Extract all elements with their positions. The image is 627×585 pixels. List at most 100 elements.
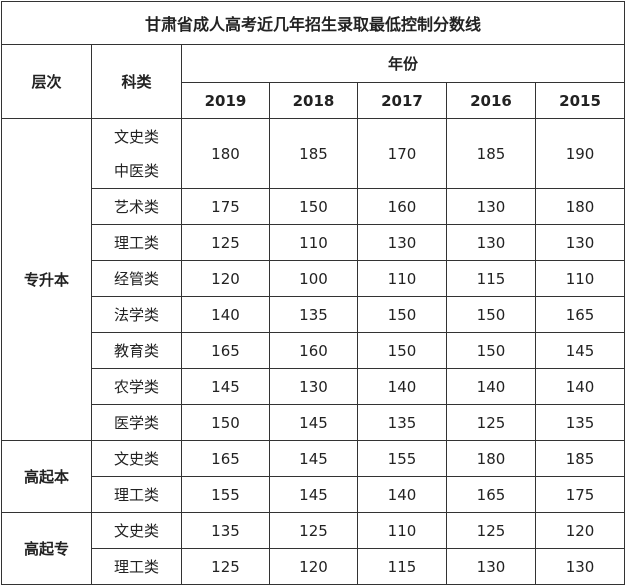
table-row: 理工类 155 145 140 165 175: [2, 476, 626, 513]
header-year: 2016: [446, 82, 536, 119]
table-row: 教育类 165 160 150 150 145: [2, 332, 626, 369]
score-cell: 150: [269, 188, 358, 225]
header-year: 2018: [269, 82, 358, 119]
category-label: 教育类: [113, 341, 159, 360]
category-cell: 教育类: [91, 332, 182, 369]
level-cell: 高起专: [1, 512, 92, 585]
category-cell: 理工类: [91, 476, 182, 513]
score-cell: 130: [357, 224, 447, 261]
score-cell: 110: [357, 260, 447, 297]
category-label: 法学类: [113, 305, 159, 324]
score-cell: 150: [181, 404, 270, 441]
category-cell: 文史类: [91, 512, 182, 549]
score-cell: 150: [446, 296, 536, 333]
category-label: 理工类: [113, 485, 159, 504]
score-cell: 145: [534, 332, 626, 369]
table-row: 高起本 文史类 165 145 155 180 185: [1, 440, 626, 513]
score-cell: 110: [357, 512, 447, 549]
table-row: 法学类 140 135 150 150 165: [2, 296, 626, 333]
score-cell: 145: [269, 404, 358, 441]
score-cell: 140: [181, 296, 270, 333]
score-cell: 180: [534, 188, 626, 225]
score-cell: 110: [534, 260, 626, 297]
table-title: 甘肃省成人高考近几年招生录取最低控制分数线: [0, 1, 626, 45]
score-cell: 150: [357, 296, 447, 333]
score-cell: 140: [446, 368, 536, 405]
score-cell: 170: [357, 118, 447, 189]
score-cell: 140: [357, 476, 447, 513]
score-cell: 125: [181, 224, 270, 261]
score-cell: 175: [534, 476, 626, 513]
category-label: 农学类: [113, 377, 159, 396]
level-cell: 高起本: [1, 440, 92, 513]
score-cell: 180: [181, 118, 270, 189]
score-cell: 150: [446, 332, 536, 369]
header-year: 2017: [357, 82, 447, 119]
score-cell: 135: [534, 404, 626, 441]
category-cell: 文史类: [91, 440, 182, 477]
score-cell: 115: [446, 260, 536, 297]
score-cell: 155: [357, 440, 447, 477]
score-cell: 145: [269, 440, 358, 477]
score-cell: 125: [446, 404, 536, 441]
score-cell: 160: [357, 188, 447, 225]
header-year-group: 年份: [180, 44, 626, 83]
score-cell: 130: [534, 224, 626, 261]
score-cell: 165: [534, 296, 626, 333]
score-cell: 135: [269, 296, 358, 333]
score-cell: 175: [181, 188, 270, 225]
header-level: 层次: [1, 44, 92, 119]
category-cell: 医学类: [91, 404, 182, 441]
score-cell: 150: [357, 332, 447, 369]
score-cell: 140: [534, 368, 626, 405]
score-cell: 130: [446, 188, 536, 225]
score-cell: 130: [446, 548, 536, 585]
category-cell: 艺术类: [91, 188, 182, 225]
score-cell: 120: [269, 548, 358, 585]
score-cell: 145: [181, 368, 270, 405]
score-cell: 120: [534, 512, 626, 549]
category-cell: 经管类: [91, 260, 182, 297]
category-cell: 文史类 中医类: [91, 118, 182, 189]
score-cell: 140: [357, 368, 447, 405]
score-cell: 155: [181, 476, 270, 513]
category-label: 艺术类: [113, 197, 159, 216]
header-category: 科类: [91, 44, 182, 119]
score-cell: 165: [181, 440, 270, 477]
score-cell: 110: [269, 224, 358, 261]
table-row: 理工类 125 120 115 130 130: [2, 548, 626, 585]
category-cell: 理工类: [91, 548, 182, 585]
score-cell: 130: [446, 224, 536, 261]
category-label: 文史类: [113, 127, 159, 146]
score-cell: 130: [534, 548, 626, 585]
category-label: 理工类: [113, 233, 159, 252]
score-cell: 125: [181, 548, 270, 585]
category-cell: 理工类: [91, 224, 182, 261]
table-body: 专升本 文史类 中医类 180 185 170 185 190 艺术类 175 150 160 130 1…: [1, 118, 626, 585]
category-cell: 农学类: [91, 368, 182, 405]
category-label: 经管类: [113, 269, 159, 288]
score-cell: 165: [446, 476, 536, 513]
category-label: 中医类: [113, 161, 159, 180]
category-cell: 法学类: [91, 296, 182, 333]
table-row: 农学类 145 130 140 140 140: [2, 368, 626, 405]
category-label: 文史类: [113, 521, 159, 540]
score-cell: 160: [269, 332, 358, 369]
table-row: 专升本 文史类 中医类 180 185 170 185 190: [1, 118, 626, 441]
table-row: 经管类 120 100 110 115 110: [2, 260, 626, 297]
score-cell: 135: [357, 404, 447, 441]
category-label: 医学类: [113, 413, 159, 432]
score-cell: 125: [269, 512, 358, 549]
table-row: 艺术类 175 150 160 130 180: [2, 188, 626, 225]
header-year: 2019: [181, 82, 270, 119]
table-row: 理工类 125 110 130 130 130: [2, 224, 626, 261]
header-year: 2015: [534, 82, 626, 119]
score-cell: 125: [446, 512, 536, 549]
score-cell: 185: [269, 118, 358, 189]
table-row: 高起专 文史类 135 125 110 125 120: [1, 512, 626, 585]
score-cell: 100: [269, 260, 358, 297]
score-cell: 180: [446, 440, 536, 477]
score-cell: 115: [357, 548, 447, 585]
score-cell: 130: [269, 368, 358, 405]
